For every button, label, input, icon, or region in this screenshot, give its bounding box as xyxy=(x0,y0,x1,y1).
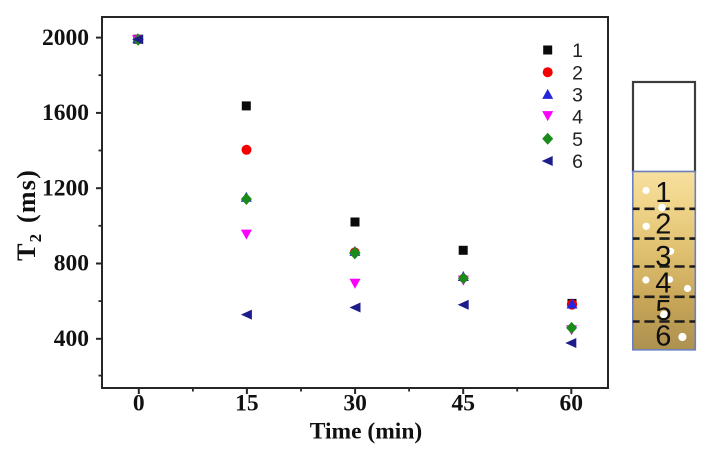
svg-text:6: 6 xyxy=(655,321,671,353)
svg-text:1: 1 xyxy=(572,40,583,62)
svg-text:3: 3 xyxy=(655,241,671,273)
svg-text:4: 4 xyxy=(572,107,583,129)
svg-text:60: 60 xyxy=(560,391,584,417)
svg-text:3: 3 xyxy=(572,85,583,107)
svg-text:45: 45 xyxy=(451,391,475,417)
svg-text:1600: 1600 xyxy=(42,100,89,126)
svg-text:15: 15 xyxy=(235,391,259,417)
svg-text:2000: 2000 xyxy=(42,25,89,51)
svg-text:400: 400 xyxy=(54,326,89,352)
svg-text:4: 4 xyxy=(655,267,671,299)
svg-text:T2 (ms): T2 (ms) xyxy=(12,169,45,261)
svg-text:1: 1 xyxy=(655,177,671,209)
svg-text:6: 6 xyxy=(572,151,583,173)
svg-text:800: 800 xyxy=(54,251,89,277)
svg-text:5: 5 xyxy=(572,129,583,151)
svg-text:2: 2 xyxy=(655,209,671,241)
svg-text:5: 5 xyxy=(656,295,672,327)
svg-text:1200: 1200 xyxy=(42,175,89,201)
svg-text:Time (min): Time (min) xyxy=(310,419,423,445)
svg-text:30: 30 xyxy=(343,391,367,417)
svg-text:2: 2 xyxy=(572,62,583,84)
svg-text:0: 0 xyxy=(133,391,145,417)
